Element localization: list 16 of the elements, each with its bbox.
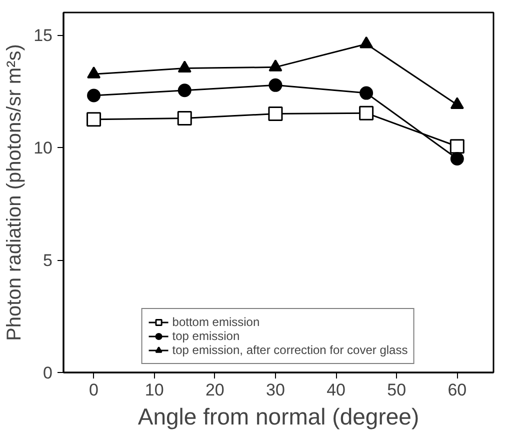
x-tick-label: 30: [266, 380, 285, 400]
x-tick-label: 0: [89, 380, 99, 400]
legend-label: bottom emission: [172, 315, 260, 329]
y-axis-title: Photon radiation (photons/sr m²s): [4, 44, 26, 341]
x-tick-label: 50: [387, 380, 406, 400]
legend-label: top emission: [172, 329, 240, 343]
legend-label: top emission, after correction for cover glass: [172, 343, 408, 357]
x-tick-label: 60: [448, 380, 467, 400]
x-tick-label: 40: [326, 380, 346, 400]
x-axis-title: Angle from normal (degree): [138, 404, 420, 430]
x-tick-label: 20: [205, 380, 224, 400]
y-tick-label: 0: [43, 364, 53, 382]
y-tick-label: 5: [43, 251, 53, 270]
x-tick-label: 10: [144, 380, 164, 400]
y-tick-label: 10: [34, 138, 53, 158]
y-tick-label: 15: [34, 26, 53, 45]
